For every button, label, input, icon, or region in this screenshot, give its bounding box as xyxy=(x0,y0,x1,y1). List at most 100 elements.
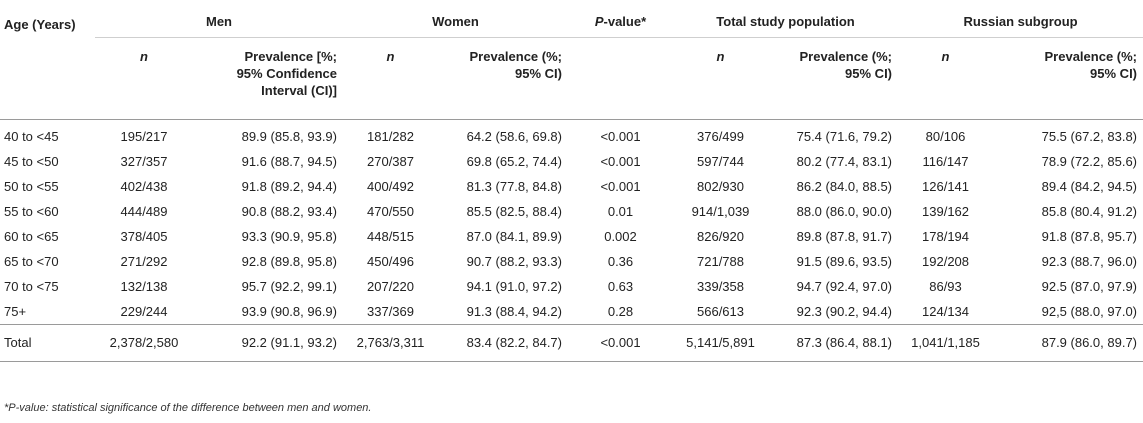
total-group-header: Total study population xyxy=(673,6,899,38)
pvalue-italic-letter: P xyxy=(594,14,604,29)
russian-prevalence-cell: 92,5 (88.0, 97.0) xyxy=(1041,304,1138,319)
total-n-cell: 721/788 xyxy=(697,254,744,269)
pvalue-cell: 0.36 xyxy=(607,254,634,269)
pvalue-cell: <0.001 xyxy=(568,324,673,362)
footnote: *P-value: statistical significance of th… xyxy=(4,402,372,414)
russian-prev-line1: Prevalence (%; xyxy=(1044,49,1138,64)
pvalue-cell: 0.28 xyxy=(607,304,634,319)
pvalue-cell: <0.001 xyxy=(600,129,641,144)
russian-n-header: n xyxy=(898,37,994,120)
russian-n-cell: 126/141 xyxy=(922,179,970,194)
table-row: 45 to <50 327/357 91.6 (88.7, 94.5) 270/387… xyxy=(0,149,1143,174)
pvalue-cell: <0.001 xyxy=(600,154,641,169)
total-prevalence-cell: 91.5 (89.6, 93.5) xyxy=(796,254,893,269)
age-column-header: Age (Years) xyxy=(0,15,95,98)
women-prev-line2: 95% CI) xyxy=(515,66,562,81)
total-row: Total 2,378/2,580 92.2 (91.1, 93.2) 2,763/3… xyxy=(0,324,1143,362)
women-prev-line1: Prevalence (%; xyxy=(469,49,563,64)
women-n-cell: 400/492 xyxy=(367,179,414,194)
russian-prevalence-cell: 92.5 (87.0, 97.9) xyxy=(1041,279,1138,294)
pvalue-cell: <0.001 xyxy=(600,179,641,194)
pvalue-cell: 0.002 xyxy=(604,229,637,244)
men-n-cell: 444/489 xyxy=(120,204,168,219)
total-n-cell: 597/744 xyxy=(697,154,744,169)
age-cell: 75+ xyxy=(4,304,27,319)
total-prevalence-cell: 94.7 (92.4, 97.0) xyxy=(796,279,893,294)
men-prev-line3: Interval (CI)] xyxy=(261,83,337,98)
total-n-cell: 826/920 xyxy=(697,229,744,244)
women-n-cell: 181/282 xyxy=(367,129,414,144)
table-row: 70 to <75 132/138 95.7 (92.2, 99.1) 207/220… xyxy=(0,274,1143,299)
men-group-header: Men xyxy=(95,6,343,38)
age-cell: 70 to <75 xyxy=(4,279,59,294)
women-n-cell: 470/550 xyxy=(367,204,414,219)
prevalence-table: Men Women P-value* Total study populatio… xyxy=(0,6,1143,362)
age-cell: Total xyxy=(0,324,95,362)
women-prevalence-cell: 81.3 (77.8, 84.8) xyxy=(466,179,562,194)
women-prevalence-cell: 85.5 (82.5, 88.4) xyxy=(466,204,562,219)
total-prevalence-cell: 75.4 (71.6, 79.2) xyxy=(796,129,893,144)
total-prev-line2: 95% CI) xyxy=(845,66,893,81)
age-cell: 65 to <70 xyxy=(4,254,59,269)
women-prevalence-cell: 94.1 (91.0, 97.2) xyxy=(466,279,562,294)
russian-prevalence-cell: 85.8 (80.4, 91.2) xyxy=(1041,204,1138,219)
men-n-cell: 195/217 xyxy=(120,129,168,144)
total-n-cell: 376/499 xyxy=(697,129,744,144)
total-n-cell: 566/613 xyxy=(697,304,744,319)
women-n-cell: 337/369 xyxy=(367,304,414,319)
total-prevalence-header: Prevalence (%; 95% CI) xyxy=(768,37,899,120)
women-prevalence-cell: 87.0 (84.1, 89.9) xyxy=(466,229,562,244)
women-prevalence-cell: 83.4 (82.2, 84.7) xyxy=(438,324,568,362)
men-prevalence-cell: 92.2 (91.1, 93.2) xyxy=(193,324,343,362)
sub-header-row: Age (Years) n Prevalence [%; 95% Confiden… xyxy=(0,15,1143,120)
pvalue-suffix: -value* xyxy=(603,14,647,29)
russian-prevalence-cell: 87.9 (86.0, 89.7) xyxy=(993,324,1143,362)
women-prevalence-cell: 64.2 (58.6, 69.8) xyxy=(466,129,562,144)
men-prevalence-cell: 89.9 (85.8, 93.9) xyxy=(241,129,337,144)
total-prevalence-cell: 87.3 (86.4, 88.1) xyxy=(768,324,899,362)
men-prevalence-cell: 90.8 (88.2, 93.4) xyxy=(241,204,337,219)
women-n-cell: 448/515 xyxy=(367,229,414,244)
men-n-cell: 378/405 xyxy=(120,229,168,244)
russian-prevalence-header: Prevalence (%; 95% CI) xyxy=(993,37,1143,120)
total-n-cell: 914/1,039 xyxy=(691,204,750,219)
men-prev-line1: Prevalence [%; xyxy=(244,49,338,64)
total-n-header: n xyxy=(673,37,768,120)
group-header-row: Men Women P-value* Total study populatio… xyxy=(0,6,1143,38)
men-n-cell: 2,378/2,580 xyxy=(95,324,193,362)
women-group-header: Women xyxy=(343,6,568,38)
women-n-cell: 207/220 xyxy=(367,279,414,294)
men-n-cell: 402/438 xyxy=(120,179,168,194)
russian-n-cell: 192/208 xyxy=(922,254,970,269)
pvalue-sub-spacer xyxy=(568,37,673,120)
age-cell: 55 to <60 xyxy=(4,204,59,219)
russian-prevalence-cell: 92.3 (88.7, 96.0) xyxy=(1041,254,1138,269)
age-cell: 45 to <50 xyxy=(4,154,59,169)
women-n-cell: 270/387 xyxy=(367,154,414,169)
table-row: 40 to <45 195/217 89.9 (85.8, 93.9) 181/282… xyxy=(0,120,1143,150)
men-prevalence-cell: 93.9 (90.8, 96.9) xyxy=(241,304,337,319)
total-prevalence-cell: 80.2 (77.4, 83.1) xyxy=(796,154,893,169)
table-row: 65 to <70 271/292 92.8 (89.8, 95.8) 450/496… xyxy=(0,249,1143,274)
men-n-cell: 271/292 xyxy=(120,254,168,269)
russian-prevalence-cell: 91.8 (87.8, 95.7) xyxy=(1041,229,1138,244)
women-prevalence-cell: 90.7 (88.2, 93.3) xyxy=(466,254,562,269)
russian-n-cell: 1,041/1,185 xyxy=(898,324,994,362)
men-prevalence-cell: 93.3 (90.9, 95.8) xyxy=(241,229,337,244)
age-cell: 40 to <45 xyxy=(4,129,59,144)
pvalue-cell: 0.63 xyxy=(607,279,634,294)
men-prev-line2: 95% Confidence xyxy=(236,66,337,81)
men-prevalence-cell: 92.8 (89.8, 95.8) xyxy=(241,254,337,269)
russian-n-cell: 139/162 xyxy=(922,204,970,219)
total-n-cell: 5,141/5,891 xyxy=(673,324,768,362)
women-n-header: n xyxy=(343,37,438,120)
table-row: 75+ 229/244 93.9 (90.8, 96.9) 337/369 91.3 (… xyxy=(0,299,1143,325)
russian-n-cell: 86/93 xyxy=(929,279,962,294)
russian-n-cell: 80/106 xyxy=(925,129,966,144)
russian-group-header: Russian subgroup xyxy=(898,6,1143,38)
total-prevalence-cell: 88.0 (86.0, 90.0) xyxy=(796,204,893,219)
men-n-cell: 327/357 xyxy=(120,154,168,169)
women-prevalence-header: Prevalence (%; 95% CI) xyxy=(438,37,568,120)
men-n-cell: 132/138 xyxy=(120,279,168,294)
